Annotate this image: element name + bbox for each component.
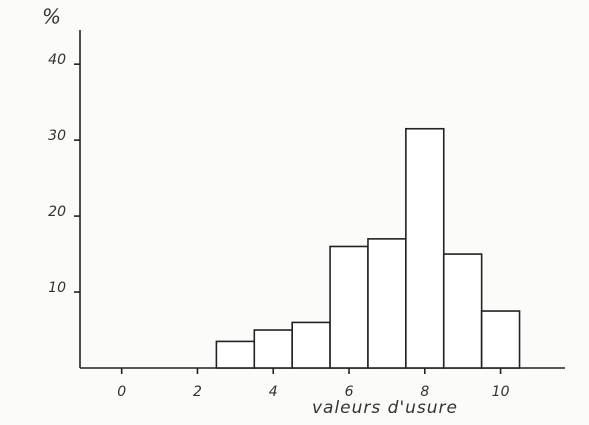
bar <box>442 253 483 369</box>
y-tick-label: 20 <box>48 204 66 220</box>
y-tick-label: 40 <box>48 52 66 68</box>
x-tick-label: 0 <box>117 384 126 400</box>
bar <box>253 329 293 369</box>
y-tick-label: 30 <box>48 128 66 144</box>
bar <box>405 127 445 369</box>
bar <box>329 245 369 369</box>
x-tick-label: 8 <box>420 384 429 400</box>
x-tick-label: 10 <box>492 384 510 400</box>
y-axis-label: % <box>42 5 61 29</box>
bar <box>291 321 331 369</box>
x-tick-label: 4 <box>269 384 278 400</box>
bar <box>367 238 407 369</box>
x-tick-label: 2 <box>193 384 202 400</box>
x-axis-label: valeurs d'usure <box>312 398 458 418</box>
bar <box>480 310 521 369</box>
x-tick-label: 6 <box>345 384 354 400</box>
bar <box>215 340 256 369</box>
y-tick-label: 10 <box>48 280 66 296</box>
